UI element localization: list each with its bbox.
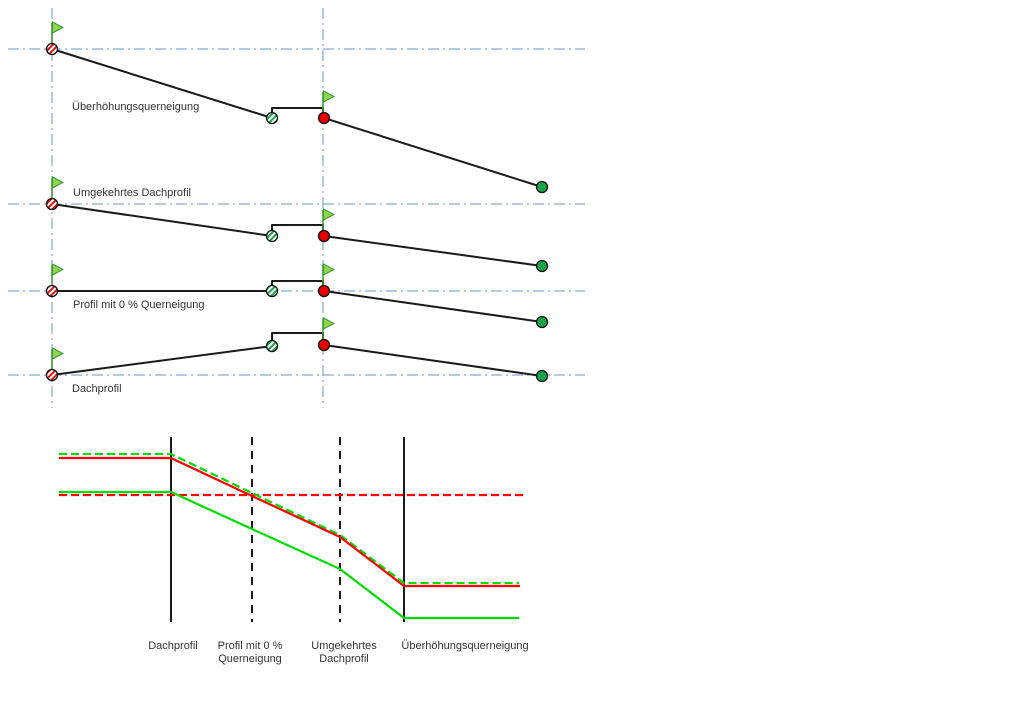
profile-step-segment [271, 224, 324, 237]
flag-icon [51, 347, 65, 369]
profile-label-umgekehrtes-dachprofil: Umgekehrtes Dachprofil [73, 187, 191, 199]
hinge-point-marker-icon [265, 111, 279, 125]
chart-series-edge-solid-red [59, 456, 520, 588]
flag-icon [51, 263, 65, 285]
profile-left-segment [51, 48, 273, 119]
profile-point-markers [45, 21, 549, 383]
flag-icon [51, 176, 65, 198]
flag-icon [322, 317, 336, 339]
start-point-marker-icon [45, 42, 59, 56]
start-point-marker-icon [45, 197, 59, 211]
hinge-point-marker-icon [265, 284, 279, 298]
profile-label-ueberhoehungsquerneigung: Überhöhungsquerneigung [72, 101, 200, 113]
pivot-point-marker-icon [317, 284, 331, 298]
flag-icon [51, 21, 65, 43]
chart-x-label-profil-0-querneigung: Profil mit 0 % Querneigung [217, 640, 283, 665]
pivot-point-marker-icon [317, 111, 331, 125]
profile-step-segment [271, 332, 324, 347]
profile-label-dachprofil: Dachprofil [72, 383, 122, 395]
edge-point-marker-icon [535, 369, 549, 383]
profile-step-segment [271, 280, 324, 292]
chart-elevation-lines [59, 452, 525, 620]
profile-left-segment [51, 203, 273, 237]
chart-x-label-dachprofil: Dachprofil [148, 640, 198, 652]
profile-polylines [51, 48, 543, 377]
edge-point-marker-icon [535, 259, 549, 273]
edge-point-marker-icon [535, 180, 549, 194]
chart-station-lines [170, 437, 405, 622]
profile-label-profil-0-querneigung: Profil mit 0 % Querneigung [73, 299, 205, 311]
flag-icon [322, 90, 336, 112]
flag-icon [322, 208, 336, 230]
profile-right-segment [323, 235, 543, 267]
hinge-point-marker-icon [265, 339, 279, 353]
pivot-point-marker-icon [317, 229, 331, 243]
start-point-marker-icon [45, 284, 59, 298]
pivot-point-marker-icon [317, 338, 331, 352]
axis-guide-lines [8, 8, 585, 408]
chart-x-label-ueberhoehungsquerneigung: Überhöhungsquerneigung [401, 640, 529, 652]
profile-right-segment [323, 117, 543, 188]
chart-series-edge-dashed-green [59, 452, 519, 585]
profile-step-segment [271, 107, 324, 119]
start-point-marker-icon [45, 368, 59, 382]
profile-right-segment [323, 290, 543, 323]
chart-x-label-umgekehrtes-dachprofil: Umgekehrtes Dachprofil [311, 640, 377, 665]
profile-right-segment [323, 344, 543, 377]
profile-left-segment [51, 345, 273, 376]
hinge-point-marker-icon [265, 229, 279, 243]
chart-series-edge-solid-green [59, 490, 519, 620]
flag-icon [322, 263, 336, 285]
edge-point-marker-icon [535, 315, 549, 329]
